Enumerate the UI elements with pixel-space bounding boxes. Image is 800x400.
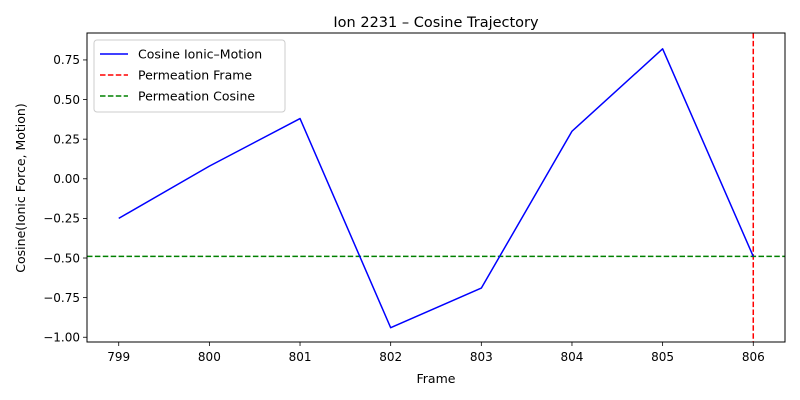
- y-tick-label: 0.50: [53, 93, 80, 107]
- x-tick-label: 803: [470, 350, 493, 364]
- x-tick-label: 805: [651, 350, 674, 364]
- y-tick-label: −1.00: [43, 331, 80, 345]
- x-axis: 799 800 801 802 803 804 805 806: [107, 342, 765, 364]
- y-tick-label: 0.00: [53, 172, 80, 186]
- y-tick-label: 0.25: [53, 132, 80, 146]
- y-tick-label: −0.50: [43, 251, 80, 265]
- x-tick-label: 804: [561, 350, 584, 364]
- x-tick-label: 801: [289, 350, 312, 364]
- y-tick-label: −0.75: [43, 291, 80, 305]
- legend-label-cosine: Cosine Ionic–Motion: [138, 47, 262, 62]
- legend-label-permeation-frame: Permeation Frame: [138, 68, 252, 83]
- x-tick-label: 799: [107, 350, 130, 364]
- y-tick-label: −0.25: [43, 212, 80, 226]
- y-axis: −1.00 −0.75 −0.50 −0.25 0.00 0.25 0.50 0.75: [43, 53, 87, 345]
- plot-content: [87, 33, 785, 342]
- y-tick-label: 0.75: [53, 53, 80, 67]
- legend-box: [93, 39, 286, 113]
- x-axis-label: Frame: [417, 371, 456, 386]
- series-line-cosine: [118, 48, 754, 329]
- legend: Cosine Ionic–Motion Permeation Frame Per…: [93, 39, 286, 113]
- chart-title: Ion 2231 – Cosine Trajectory: [333, 15, 539, 31]
- x-tick-label: 800: [198, 350, 221, 364]
- plot-frame: [86, 32, 786, 343]
- x-tick-label: 802: [379, 350, 402, 364]
- x-tick-label: 806: [742, 350, 765, 364]
- y-axis-label: Cosine(Ionic Force, Motion): [13, 103, 28, 272]
- legend-label-permeation-cosine: Permeation Cosine: [138, 89, 255, 104]
